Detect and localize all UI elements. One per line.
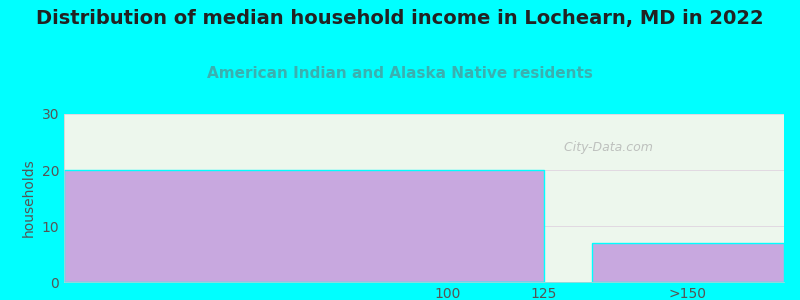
Text: City-Data.com: City-Data.com [555, 141, 653, 154]
Text: American Indian and Alaska Native residents: American Indian and Alaska Native reside… [207, 66, 593, 81]
Text: Distribution of median household income in Lochearn, MD in 2022: Distribution of median household income … [36, 9, 764, 28]
Bar [64, 170, 544, 282]
Bar [592, 243, 784, 282]
Y-axis label: households: households [22, 159, 36, 237]
